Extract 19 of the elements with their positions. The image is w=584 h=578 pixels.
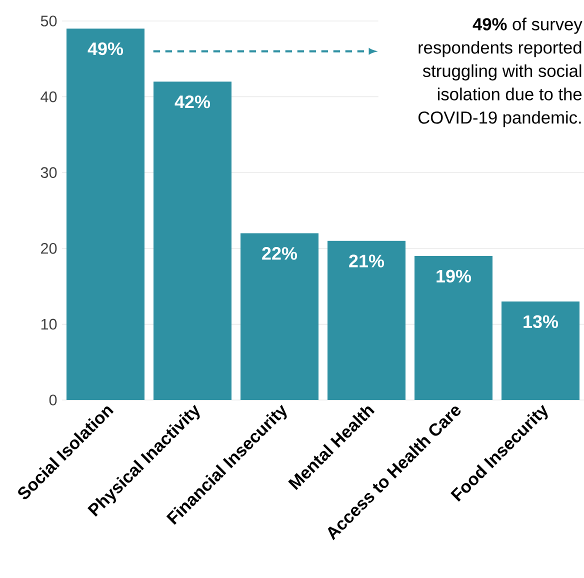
y-tick-label: 10 (41, 318, 57, 330)
data-label: 49% (88, 42, 124, 56)
y-tick-label: 50 (40, 16, 57, 26)
bar (328, 240, 406, 400)
bar (240, 233, 319, 400)
y-tick-label: 30 (40, 167, 57, 178)
y-tick-label: 40 (40, 91, 57, 102)
annotation: 49% of survey respondents reported struggling with social isolation due to the COVID-19 pandemic. (418, 18, 582, 128)
bar (502, 301, 580, 400)
data-label: 13% (524, 315, 558, 328)
bar (66, 28, 144, 400)
bar (154, 82, 232, 400)
y-tick-label: 20 (41, 242, 57, 254)
data-label: 42% (174, 95, 210, 108)
data-label: 22% (262, 247, 298, 260)
data-label: 21% (349, 254, 384, 268)
data-label: 19% (436, 270, 472, 283)
bar (414, 256, 493, 400)
y-tick-label: 0 (49, 394, 57, 406)
